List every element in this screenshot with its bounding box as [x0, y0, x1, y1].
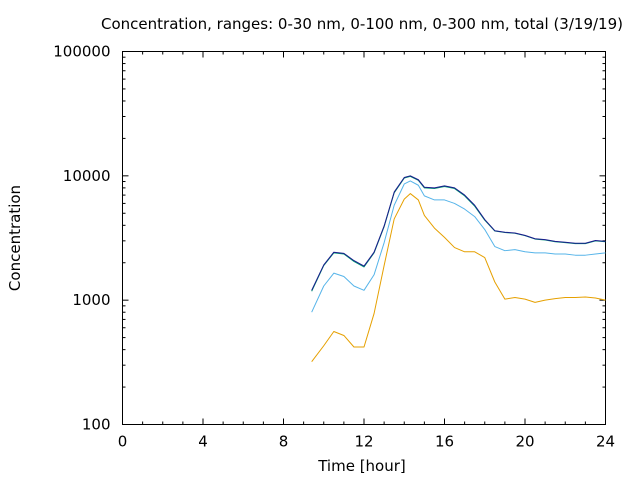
series-line-2 — [311, 180, 606, 313]
x-tick-label: 0 — [118, 433, 128, 451]
chart-title: Concentration, ranges: 0-30 nm, 0-100 nm… — [101, 15, 623, 33]
y-tick-label: 10000 — [63, 167, 111, 185]
x-tick-label: 8 — [279, 433, 289, 451]
series-line-1 — [311, 193, 606, 362]
series-line-3 — [311, 175, 606, 292]
series-line-4 — [311, 175, 606, 291]
y-tick-label: 100000 — [53, 43, 110, 61]
y-tick-label: 100 — [82, 416, 111, 434]
x-axis: 0 4 8 12 16 20 24 — [118, 51, 615, 451]
x-axis-label: Time [hour] — [317, 457, 406, 475]
x-tick-label: 24 — [596, 433, 615, 451]
x-tick-label: 12 — [354, 433, 373, 451]
x-tick-label: 4 — [198, 433, 208, 451]
x-tick-label: 16 — [435, 433, 454, 451]
y-axis-label: Concentration — [6, 185, 24, 291]
x-tick-label: 20 — [515, 433, 534, 451]
y-axis: 100 1000 10000 100000 — [53, 43, 606, 434]
plot-area — [311, 175, 606, 362]
y-tick-label: 1000 — [72, 291, 110, 309]
